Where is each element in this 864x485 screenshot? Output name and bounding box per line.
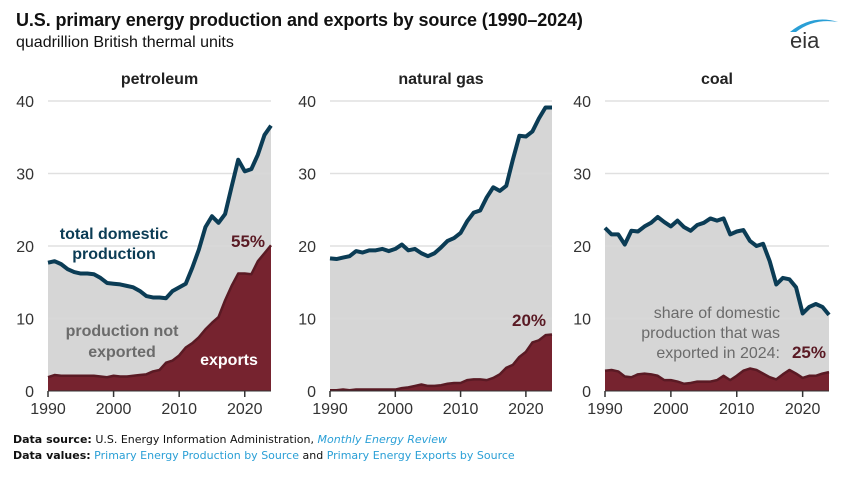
- x-tick-label: 2020: [785, 401, 821, 418]
- logo-swoosh: [790, 19, 838, 32]
- production-area: [605, 217, 829, 391]
- x-tick-label: 2000: [653, 401, 689, 418]
- x-tick-label: 1990: [312, 401, 348, 418]
- exports-by-source-link[interactable]: Primary Energy Exports by Source: [326, 449, 515, 462]
- data-values-line: Data values: Primary Energy Production b…: [13, 449, 515, 462]
- data-source-text: U.S. Energy Information Administration,: [95, 433, 315, 446]
- y-tick-label: 10: [16, 312, 34, 329]
- y-tick-label: 20: [298, 239, 316, 256]
- y-tick-label: 20: [573, 239, 591, 256]
- and-text: and: [302, 449, 324, 462]
- exports-label: exports: [200, 352, 258, 369]
- x-tick-label: 1990: [587, 401, 623, 418]
- exports-edge-line: [604, 367, 830, 385]
- share-explanation-label-line: exported in 2024:: [656, 345, 780, 362]
- panel-coal: coal 0 10 20 30 40 1990 2000 2010 2020 share of d…: [573, 71, 831, 418]
- y-tick-label: 30: [298, 167, 316, 184]
- exports-area: [48, 245, 271, 391]
- y-tick-label: 10: [298, 312, 316, 329]
- y-tick-label: 0: [307, 384, 316, 401]
- data-source-line: Data source: U.S. Energy Information Adm…: [13, 433, 447, 446]
- y-tick-label: 30: [16, 167, 34, 184]
- panel-petroleum: petroleum 0 10 20 30 40 1990 2000 2010 2020 total…: [16, 71, 273, 418]
- chart-title: U.S. primary energy production and expor…: [16, 10, 583, 30]
- x-tick-label: 2010: [443, 401, 479, 418]
- x-tick-label: 2000: [96, 401, 132, 418]
- production-line: [47, 124, 273, 301]
- production-line: [603, 215, 831, 317]
- production-not-exported-label: production not exported: [66, 323, 180, 361]
- eia-logo-icon: eia: [790, 19, 838, 53]
- share-explanation-label-line: share of domestic: [654, 305, 780, 322]
- y-tick-label: 30: [573, 167, 591, 184]
- y-tick-label: 10: [573, 312, 591, 329]
- total-domestic-production-label-line: production: [72, 246, 156, 263]
- x-tick-label: 2010: [719, 401, 755, 418]
- share-explanation-label: share of domestic production that was expo…: [641, 305, 780, 362]
- exports-label-line: exports: [200, 352, 258, 369]
- production-not-exported-label-line: production not: [66, 323, 180, 340]
- panel-title: petroleum: [121, 71, 198, 88]
- production-by-source-link[interactable]: Primary Energy Production by Source: [94, 449, 299, 462]
- exports-area: [605, 368, 829, 391]
- natural-gas-share-label: 20%: [512, 311, 546, 330]
- logo-text: eia: [790, 28, 820, 52]
- production-not-exported-label-line: exported: [88, 344, 156, 361]
- monthly-energy-review-link[interactable]: Monthly Energy Review: [317, 433, 447, 446]
- panel-natural-gas: natural gas 0 10 20 30 40 1990 2000 2010 2020 20%: [298, 71, 553, 418]
- x-tick-label: 2020: [227, 401, 263, 418]
- y-tick-label: 40: [298, 94, 316, 111]
- y-tick-label: 20: [16, 239, 34, 256]
- petroleum-share-label: 55%: [231, 232, 265, 251]
- exports-edge-line: [47, 244, 272, 379]
- x-tick-label: 2020: [508, 401, 544, 418]
- natural-gas-share-label-line: 20%: [512, 311, 546, 330]
- panel-title: natural gas: [398, 71, 483, 88]
- y-tick-label: 40: [16, 94, 34, 111]
- data-values-label: Data values:: [13, 449, 91, 462]
- total-domestic-production-label-line: total domestic: [60, 226, 169, 243]
- y-tick-label: 0: [582, 384, 591, 401]
- share-explanation-label-line: production that was: [641, 325, 780, 342]
- y-tick-label: 0: [25, 384, 34, 401]
- panel-title: coal: [701, 71, 733, 88]
- coal-share-label-line: 25%: [792, 343, 826, 362]
- total-domestic-production-label: total domestic production: [60, 226, 169, 263]
- x-tick-label: 2000: [377, 401, 413, 418]
- x-tick-label: 2010: [161, 401, 197, 418]
- coal-share-label: 25%: [792, 343, 826, 362]
- data-source-label: Data source:: [13, 433, 92, 446]
- exports-edge-line: [330, 333, 553, 392]
- y-tick-label: 40: [573, 94, 591, 111]
- chart-subtitle: quadrillion British thermal units: [16, 34, 234, 51]
- eia-logo: eia: [786, 12, 846, 53]
- petroleum-share-label-line: 55%: [231, 232, 265, 251]
- x-tick-label: 1990: [30, 401, 66, 418]
- production-line: [329, 105, 552, 262]
